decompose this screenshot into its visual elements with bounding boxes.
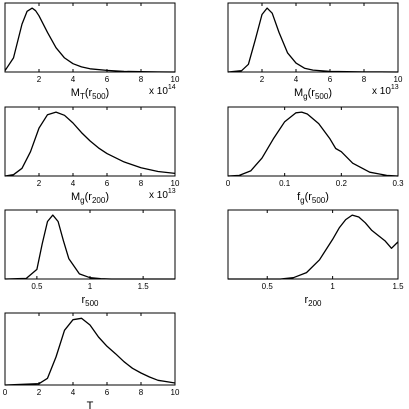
density-curve <box>4 111 176 177</box>
density-curve <box>227 7 399 73</box>
axis-label-text: M <box>294 87 303 99</box>
density-curve <box>228 214 399 280</box>
axis-label-text: (r <box>305 191 313 203</box>
x-tick-label: 2 <box>260 75 265 84</box>
x-tick-label: 4 <box>294 75 299 84</box>
x-tick-label: 10 <box>394 75 403 84</box>
density-curve <box>4 317 176 386</box>
x-tick-label: 0.1 <box>279 179 291 188</box>
x-tick-label: 6 <box>105 75 110 84</box>
axes-frame <box>227 2 399 73</box>
x-tick-label: 8 <box>139 388 144 397</box>
x-tick-label: 1.5 <box>138 282 150 291</box>
x-axis-label: T <box>87 400 94 409</box>
x-axis-label: Mg(r500) <box>294 87 332 101</box>
density-curve <box>227 111 399 177</box>
multiplier-base: x 10 <box>149 86 168 97</box>
scale-multiplier: x 1013 <box>372 84 399 97</box>
axis-label-subscript: g <box>300 196 304 205</box>
axes-frame <box>227 106 399 177</box>
axis-label-subscript: 500 <box>85 299 99 308</box>
x-tick-label: 6 <box>328 75 333 84</box>
axis-label-subscript: 500 <box>92 92 106 101</box>
axis-label-text: r <box>81 294 85 306</box>
subplot-7: 0 2 4 6 8 10 T <box>3 312 180 409</box>
axes-frame <box>4 106 176 177</box>
x-tick-label: 4 <box>71 75 76 84</box>
x-tick-label: 0.5 <box>31 282 43 291</box>
density-curve <box>4 214 175 280</box>
axis-label-subscript: 500 <box>312 196 326 205</box>
axis-label-subscript: 200 <box>308 299 322 308</box>
axis-label-subscript: 200 <box>92 196 106 205</box>
x-tick-label: 4 <box>71 388 76 397</box>
axes-frame <box>4 312 176 386</box>
x-tick-label: 4 <box>71 179 76 188</box>
density-curve <box>4 7 176 73</box>
x-tick-label: 0 <box>226 179 231 188</box>
x-tick-label: 1 <box>88 282 93 291</box>
x-axis-label: MT(r500) <box>71 87 109 101</box>
subplot-4: 0 0.1 0.2 0.3 fg(r500) <box>226 106 404 205</box>
x-axis-label: fg(r500) <box>297 191 329 205</box>
multiplier-exponent: 14 <box>168 84 176 91</box>
subplot-3: 2 4 6 8 10 Mg(r200) x 1013 <box>4 106 180 205</box>
axes-frame <box>227 209 399 280</box>
multiplier-exponent: 13 <box>168 188 176 195</box>
x-tick-label: 8 <box>139 75 144 84</box>
x-tick-label: 0.3 <box>392 179 404 188</box>
axis-label-subscript: g <box>303 92 307 101</box>
axis-label-text: (r <box>85 87 93 99</box>
scale-multiplier: x 1014 <box>149 84 176 97</box>
subplot-5: 0.5 1 1.5 r500 <box>4 209 176 308</box>
axis-label-text: M <box>71 87 80 99</box>
axis-label-text: f <box>297 191 301 203</box>
x-tick-label: 8 <box>139 179 144 188</box>
x-tick-label: 1 <box>330 282 335 291</box>
x-tick-label: 0.2 <box>336 179 348 188</box>
axis-label-text: ) <box>328 87 332 99</box>
axis-label-text: ) <box>325 191 329 203</box>
x-tick-label: 2 <box>37 388 42 397</box>
x-tick-label: 10 <box>171 75 180 84</box>
x-tick-label: 2 <box>37 75 42 84</box>
x-tick-label: 2 <box>37 179 42 188</box>
axis-label-subscript: T <box>80 92 85 101</box>
axes-frame <box>4 2 176 73</box>
multiplier-base: x 10 <box>372 86 391 97</box>
x-axis-label: r500 <box>81 294 99 308</box>
axis-label-text: r <box>304 294 308 306</box>
multiplier-base: x 10 <box>149 190 168 201</box>
scale-multiplier: x 1013 <box>149 188 176 201</box>
subplot-2: 2 4 6 8 10 Mg(r500) x 1013 <box>227 2 403 101</box>
multiplier-exponent: 13 <box>391 84 399 91</box>
axis-label-text: (r <box>85 191 93 203</box>
axis-label-text: (r <box>308 87 316 99</box>
x-axis-label: Mg(r200) <box>71 191 109 205</box>
x-tick-label: 10 <box>171 388 180 397</box>
x-tick-label: 0 <box>3 388 8 397</box>
x-tick-label: 6 <box>105 179 110 188</box>
x-axis-label: r200 <box>304 294 322 308</box>
x-tick-label: 0.5 <box>262 282 274 291</box>
subplot-6: 0.5 1 1.5 r200 <box>227 209 404 308</box>
axis-label-text: M <box>71 191 80 203</box>
axis-label-subscript: 500 <box>315 92 329 101</box>
axis-label-text: T <box>87 400 94 409</box>
x-tick-label: 6 <box>105 388 110 397</box>
axes-frame <box>4 209 176 280</box>
x-tick-label: 8 <box>362 75 367 84</box>
x-tick-label: 10 <box>171 179 180 188</box>
axis-label-text: ) <box>106 87 110 99</box>
x-tick-label: 1.5 <box>392 282 404 291</box>
axis-label-subscript: g <box>80 196 84 205</box>
subplot-1: 2 4 6 8 10 MT(r500) x 1014 <box>4 2 180 101</box>
axis-label-text: ) <box>105 191 109 203</box>
